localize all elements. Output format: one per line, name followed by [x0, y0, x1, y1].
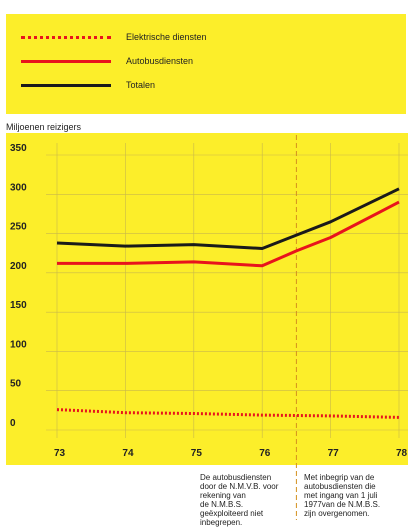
- x-tick-label-73: 73: [54, 448, 66, 459]
- legend-label-elektrische: Elektrische diensten: [126, 32, 207, 42]
- y-tick-label-250: 250: [10, 222, 27, 233]
- legend-item-autobusdiensten: Autobusdiensten: [6, 54, 406, 68]
- y-tick-label-100: 100: [10, 339, 27, 350]
- series-line-1: [57, 200, 400, 268]
- y-tick-label-50: 50: [10, 379, 22, 390]
- legend-item-totalen: Totalen: [6, 78, 406, 92]
- legend-swatch-elektrische: [21, 36, 111, 39]
- legend-swatch-autobus: [21, 60, 111, 63]
- x-tick-label-74: 74: [122, 448, 134, 459]
- series-line-0: [56, 408, 400, 419]
- note-right: Met inbegrip van de autobusdiensten die …: [304, 473, 381, 518]
- legend-swatch-totalen: [21, 84, 111, 87]
- y-tick-label-300: 300: [10, 182, 27, 193]
- y-tick-label-350: 350: [10, 143, 27, 154]
- series-line-2: [56, 187, 400, 250]
- legend-label-autobus: Autobusdiensten: [126, 56, 194, 66]
- legend-label-totalen: Totalen: [126, 80, 156, 90]
- plot-background: [6, 133, 408, 465]
- x-tick-label-76: 76: [259, 448, 271, 459]
- y-tick-label-0: 0: [10, 418, 16, 429]
- x-tick-label-77: 77: [328, 448, 340, 459]
- y-tick-label-150: 150: [10, 300, 27, 311]
- y-axis-label: Miljoenen reizigers: [6, 122, 82, 132]
- legend: Elektrische diensten Autobusdiensten Tot…: [6, 14, 406, 114]
- legend-item-elektrische-diensten: Elektrische diensten: [6, 30, 406, 44]
- y-tick-label-200: 200: [10, 261, 27, 272]
- x-tick-label-75: 75: [191, 448, 203, 459]
- x-tick-label-78: 78: [396, 448, 408, 459]
- note-left: De autobusdiensten door de N.M.V.B. voor…: [200, 473, 279, 527]
